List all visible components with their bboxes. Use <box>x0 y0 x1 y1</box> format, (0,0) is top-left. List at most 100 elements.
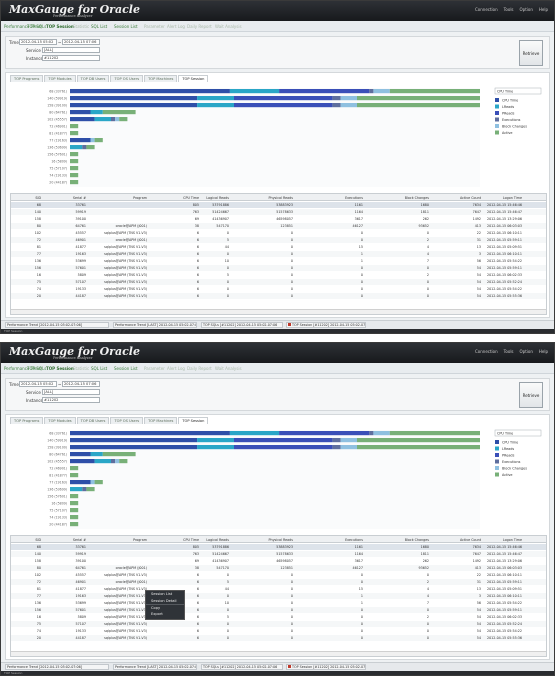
chart-bar-segment[interactable] <box>70 103 198 108</box>
sub-tab-4[interactable]: TOP Machines <box>144 75 178 82</box>
nav-item-2[interactable]: TOP Session <box>46 366 74 371</box>
chart-bar-segment[interactable] <box>70 438 198 443</box>
chart-bar-segment[interactable] <box>90 480 95 485</box>
chart-bar-segment[interactable] <box>70 110 91 115</box>
menu-help[interactable]: Help <box>538 7 548 12</box>
nav-item-6[interactable]: Parameter <box>144 24 165 29</box>
task-tab[interactable]: TOP SQLs [#11202] 2012-04-15 05:02-07:06 <box>201 322 283 328</box>
table-row[interactable]: 80 64761 oracle@APM (J001) 38 547170 123851 46… <box>11 565 546 571</box>
column-header[interactable]: CPU Time <box>183 195 199 200</box>
column-header[interactable]: SID <box>35 195 41 200</box>
chart-bar-segment[interactable] <box>90 110 103 115</box>
time-from-field[interactable]: 2012-04-15 05:02 <box>19 381 57 387</box>
task-tab[interactable]: TOP Session [#11202] 2012-04-15 05:02-07… <box>286 322 366 328</box>
nav-item-7[interactable]: Alert Log <box>167 366 185 371</box>
legend-metric-select[interactable] <box>494 429 542 437</box>
table-row[interactable]: 16 5809 sqlplus@APM (TNS V1-V3) 6 5 0 0 2 54 2012… <box>11 614 546 620</box>
column-header[interactable]: Block Changes <box>404 195 429 200</box>
chart-bar-segment[interactable] <box>94 480 103 485</box>
chart-bar-segment[interactable] <box>90 138 95 143</box>
legend-metric-select[interactable] <box>494 87 542 95</box>
sub-tab-2[interactable]: TOP DB Users <box>76 75 110 82</box>
nav-item-2[interactable]: TOP Session <box>46 24 74 29</box>
chart-bar-segment[interactable] <box>70 473 79 478</box>
task-tab[interactable]: Performance Trend [LAST] 2012-04-15 05:0… <box>113 664 197 670</box>
chart-bar-segment[interactable] <box>357 96 480 101</box>
table-row[interactable]: 156 57601 sqlplus@APM (TNS V1-V3) 6 0 0 0 0 54 20… <box>11 265 546 271</box>
nav-item-7[interactable]: Alert Log <box>167 24 185 29</box>
column-header[interactable]: Block Changes <box>404 537 429 542</box>
chart-bar-segment[interactable] <box>369 89 374 94</box>
table-row[interactable]: 16 5809 sqlplus@APM (TNS V1-V3) 6 5 0 0 2 54 2012… <box>11 272 546 278</box>
chart-bar-segment[interactable] <box>229 431 280 436</box>
menu-tools[interactable]: Tools <box>503 349 514 354</box>
menu-connection[interactable]: Connection <box>475 349 498 354</box>
menu-connection[interactable]: Connection <box>475 7 498 12</box>
chart-bar-segment[interactable] <box>389 89 480 94</box>
chart-bar-segment[interactable] <box>340 96 357 101</box>
column-header[interactable]: Logical Reads <box>206 195 229 200</box>
sub-tab-2[interactable]: TOP DB Users <box>76 417 110 424</box>
retrieve-button[interactable]: Retrieve <box>519 382 543 408</box>
chart-bar-segment[interactable] <box>234 96 333 101</box>
nav-item-1[interactable]: TOP SQLs <box>27 24 47 29</box>
column-header[interactable]: Active Count <box>459 537 481 542</box>
chart-bar-segment[interactable] <box>357 438 480 443</box>
column-header[interactable]: Physical Reads <box>268 195 293 200</box>
time-to-field[interactable]: 2012-04-15 07:06 <box>62 39 100 45</box>
column-header[interactable]: Logon Time <box>502 537 522 542</box>
chart-bar-segment[interactable] <box>70 131 79 136</box>
service-select[interactable]: [ALL] <box>42 389 100 395</box>
chart-bar-segment[interactable] <box>82 145 87 150</box>
table-row[interactable]: 136 53699 sqlplus@APM (TNS V1-V3) 6 10 0 1 7 56 2… <box>11 258 546 264</box>
chart-bar-segment[interactable] <box>70 466 79 471</box>
context-menu-item[interactable]: Export <box>151 611 163 616</box>
chart-bar-segment[interactable] <box>229 89 280 94</box>
chart-bar-segment[interactable] <box>197 96 234 101</box>
table-row[interactable]: 77 19163 sqlplus@APM (TNS V1-V3) 6 0 0 1 4 3 2012… <box>11 251 546 257</box>
chart-bar-segment[interactable] <box>86 145 95 150</box>
chart-bar-segment[interactable] <box>332 438 341 443</box>
column-header[interactable]: Logon Time <box>502 195 522 200</box>
chart-bar-segment[interactable] <box>70 515 79 520</box>
chart-bar-segment[interactable] <box>373 89 390 94</box>
chart-bar-segment[interactable] <box>70 459 95 464</box>
column-header[interactable]: Physical Reads <box>268 537 293 542</box>
chart-bar-segment[interactable] <box>70 138 91 143</box>
nav-item-1[interactable]: TOP SQLs <box>27 366 47 371</box>
table-row[interactable]: 102 45557 sqlplus@APM (TNS V1-V3) 6 0 0 0 0 22 20… <box>11 572 546 578</box>
nav-item-6[interactable]: Parameter <box>144 366 165 371</box>
sub-tab-4[interactable]: TOP Machines <box>144 417 178 424</box>
chart-bar-segment[interactable] <box>70 152 79 157</box>
table-row[interactable]: 136 53699 sqlplus@APM (TNS V1-V3) 6 10 0 1 7 56 2… <box>11 600 546 606</box>
nav-item-5[interactable]: Session List <box>114 366 138 371</box>
chart-bar-segment[interactable] <box>90 452 103 457</box>
table-row[interactable]: 74 19133 sqlplus@APM (TNS V1-V3) 6 0 0 0 0 54 201… <box>11 286 546 292</box>
table-row[interactable]: 72 46901 oracle@APM (J001) 6 5 0 0 2 31 2012-04-1… <box>11 579 546 585</box>
task-tab[interactable]: Performance Trend [2012-04-15 05:02-07:0… <box>5 664 109 670</box>
nav-item-4[interactable]: SQL List <box>91 24 108 29</box>
chart-bar-segment[interactable] <box>234 103 333 108</box>
chart-bar-segment[interactable] <box>70 145 83 150</box>
chart-bar-segment[interactable] <box>86 487 95 492</box>
chart-bar-segment[interactable] <box>70 494 79 499</box>
context-menu-item[interactable]: Copy <box>146 604 184 611</box>
sub-tab-3[interactable]: TOP OS Users <box>110 75 144 82</box>
sub-tab-1[interactable]: TOP Modules <box>44 417 76 424</box>
column-header[interactable]: Program <box>133 537 147 542</box>
chart-bar-segment[interactable] <box>94 138 103 143</box>
column-header[interactable]: CPU Time <box>183 537 199 542</box>
column-header[interactable]: Program <box>133 195 147 200</box>
time-from-field[interactable]: 2012-04-15 05:02 <box>19 39 57 45</box>
nav-item-3[interactable]: Statistic <box>73 24 90 29</box>
chart-bar-segment[interactable] <box>357 445 480 450</box>
nav-item-0[interactable]: Performance Trend <box>4 24 42 29</box>
chart-bar-segment[interactable] <box>332 96 341 101</box>
chart-bar-segment[interactable] <box>70 487 83 492</box>
chart-bar-segment[interactable] <box>70 124 79 129</box>
nav-item-3[interactable]: Statistic <box>73 366 90 371</box>
table-row[interactable]: 140 59919 763 51424667 51578633 1164 1811 7647 2… <box>11 209 546 215</box>
column-header[interactable]: Active Count <box>459 195 481 200</box>
chart-bar-segment[interactable] <box>389 431 480 436</box>
table-row[interactable]: 158 39100 69 41436907 46598057 3617 262 1492 201… <box>11 216 546 222</box>
